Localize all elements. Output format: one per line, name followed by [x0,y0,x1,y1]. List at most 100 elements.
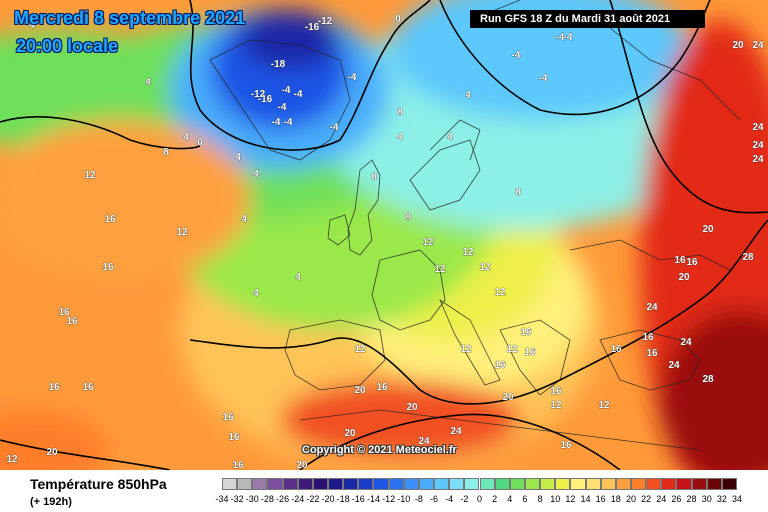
scale-swatch [343,478,359,490]
copyright-label: Copyright © 2021 Meteociel.fr [302,444,457,456]
isotherm-label: 16 [82,382,94,393]
scale-tick-label: 28 [686,494,697,504]
scale-swatch [358,478,374,490]
temperature-850hpa-map: 0-12-16-4 -4-4-4-18-12-16-4 -4-4-4 -4 -4-404… [0,0,768,470]
isotherm-label: -4 [282,85,291,96]
isotherm-label: 16 [674,255,686,266]
scale-swatch [267,478,283,490]
scale-tick-label: -8 [414,494,423,504]
map-footer: Température 850hPa (+ 192h) -34 -32 -30 -28… [0,470,768,512]
scale-tick-label: 4 [507,494,513,504]
scale-swatch [585,478,601,490]
isotherm-label: -4 [512,50,521,61]
scale-tick-label: -14 [366,494,380,504]
scale-swatch [297,478,313,490]
isotherm-label: 16 [642,332,654,343]
scale-swatch [418,478,435,490]
isotherm-label: 16 [560,440,572,451]
scale-swatch [646,478,662,490]
scale-tick-label: 30 [701,494,712,504]
scale-swatch [630,478,647,490]
scale-tick-label: -4 [445,494,454,504]
scale-swatch [312,478,329,490]
isotherm-label: 16 [494,360,506,371]
scale-swatch [449,478,465,490]
scale-tick-label: -32 [230,494,244,504]
isotherm-label: 16 [232,460,244,470]
isotherm-label: 4 [235,152,241,163]
isotherm-label: 16 [686,257,698,268]
isotherm-label: 20 [296,460,308,470]
scale-swatch [252,478,268,490]
scale-swatch [237,478,253,490]
isotherm-label: -16 [305,22,320,33]
isotherm-label: 16 [222,412,234,423]
isotherm-label: 24 [752,122,764,133]
isotherm-label: 12 [462,247,474,258]
scale-tick-label: 26 [671,494,682,504]
isotherm-label: 24 [646,302,658,313]
scale-tick-label: -34 [215,494,229,504]
scale-swatch [509,478,525,490]
isotherm-label: 16 [524,347,536,358]
isotherm-label: -4 [348,72,357,83]
isotherm-value-labels: 0-12-16-4 -4-4-4-18-12-16-4 -4-4-4 -4 -4-404… [6,14,764,470]
scale-tick-label: 32 [716,494,727,504]
isotherm-label: 20 [406,402,418,413]
isotherm-label: 24 [450,426,462,437]
isotherm-label: 20 [702,224,714,235]
isotherm-label: 4 [145,77,151,88]
isotherm-label: 16 [48,382,60,393]
scale-swatch [721,478,737,490]
scale-swatch [388,478,404,490]
isotherm-label: 16 [58,307,70,318]
isotherm-label: 12 [506,344,518,355]
isotherm-label: -4 [294,89,303,100]
isotherm-label: 4 [447,132,453,143]
isotherm-label: -4 [539,73,548,84]
isotherm-label: -18 [271,59,286,70]
isotherm-label: 4 [29,20,35,31]
isotherm-label: 4 [295,272,301,283]
isotherm-label: 16 [376,382,388,393]
isotherm-label: 24 [752,40,764,51]
isotherm-label: -4 [284,117,293,128]
isotherm-label: -4 [330,122,339,133]
scale-tick-label: 8 [537,494,543,504]
scale-tick-label: 2 [492,494,498,504]
isotherm-label: 4 [253,288,259,299]
scale-tick-label: -10 [397,494,411,504]
isotherm-label: -12 [318,16,333,27]
scale-swatch [479,478,495,490]
isotherm-label: 12 [434,264,446,275]
scale-swatch [403,478,419,490]
isotherm-label: 12 [479,262,491,273]
scale-tick-label: 0 [476,494,482,504]
scale-swatch [373,478,389,490]
isotherm-label: 24 [680,337,692,348]
isotherm-label: 28 [702,374,714,385]
isotherm-label: 4 [241,214,247,225]
forecast-hour-label: (+ 192h) [30,496,72,508]
temperature-color-scale: -34 -32 -30 -28 -26 -24 -22 -20 -18 -16 -14 -12 -10-… [215,478,742,506]
isotherm-label: -4 [556,32,565,43]
scale-swatch [615,478,631,490]
isotherm-label: 20 [344,428,356,439]
isotherm-label: 4 [253,169,259,180]
isotherm-label: 8 [163,147,169,158]
scale-tick-label: 20 [625,494,636,504]
scale-swatch [600,478,616,490]
scale-tick-label: 18 [610,494,621,504]
isotherm-label: 8 [405,212,411,223]
scale-swatch [494,478,510,490]
isotherm-label: -4 [564,32,573,43]
scale-tick-label: -2 [460,494,469,504]
scale-tick-label: 34 [731,494,742,504]
scale-swatch [222,478,238,490]
isotherm-label: 4 [397,132,403,143]
isotherm-label: 24 [752,154,764,165]
isotherm-label: 16 [550,386,562,397]
isotherm-label: 20 [502,392,514,403]
isotherm-label: 16 [102,262,114,273]
isotherm-label: 12 [598,400,610,411]
